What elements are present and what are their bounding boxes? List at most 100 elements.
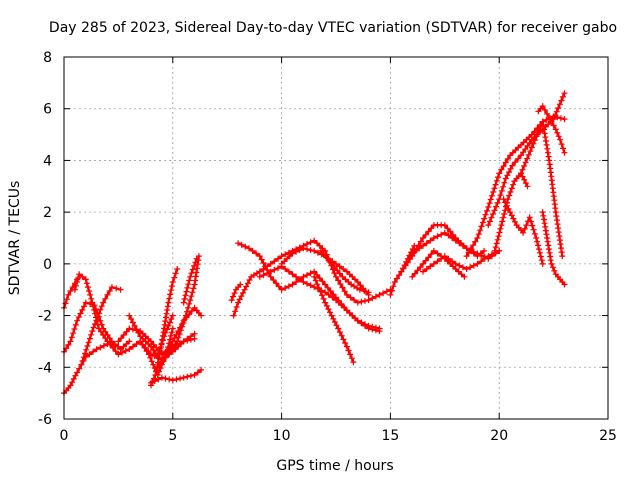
- data-point-marker: [497, 192, 504, 199]
- data-point-marker: [420, 242, 426, 249]
- data-point-marker: [438, 231, 445, 238]
- data-point-marker: [486, 218, 493, 225]
- series-track-29: [500, 196, 546, 267]
- data-point-marker: [465, 249, 472, 256]
- data-point-marker: [307, 270, 314, 277]
- data-point-marker: [333, 322, 340, 329]
- data-point-marker: [94, 321, 101, 328]
- series-track-10: [148, 366, 205, 386]
- data-point-marker: [171, 335, 178, 341]
- data-point-marker: [372, 293, 379, 300]
- data-point-marker: [88, 331, 95, 338]
- data-point-marker: [185, 281, 192, 288]
- data-point-marker: [459, 242, 466, 249]
- data-point-marker: [100, 299, 107, 306]
- data-point-marker: [427, 237, 434, 244]
- data-point-marker: [331, 264, 338, 271]
- data-point-marker: [470, 248, 477, 255]
- data-point-marker: [336, 329, 343, 336]
- data-point-marker: [556, 233, 563, 240]
- data-point-marker: [380, 290, 387, 297]
- data-point-marker: [83, 280, 90, 287]
- data-point-marker: [456, 262, 463, 269]
- data-point-marker: [358, 298, 365, 305]
- data-point-marker: [335, 277, 342, 284]
- data-point-marker: [527, 148, 534, 155]
- data-point-marker: [544, 110, 551, 117]
- data-point-marker: [354, 317, 361, 324]
- data-point-marker: [188, 293, 195, 300]
- data-point-marker: [339, 284, 346, 291]
- data-point-marker: [491, 185, 498, 192]
- data-point-marker: [430, 247, 437, 254]
- data-point-marker: [529, 222, 536, 229]
- data-point-marker: [323, 302, 330, 309]
- data-point-marker: [444, 225, 451, 232]
- x-tick-label: 20: [490, 428, 508, 444]
- data-point-marker: [189, 266, 196, 273]
- data-point-marker: [422, 257, 429, 264]
- data-point-marker: [304, 246, 310, 253]
- data-point-marker: [169, 338, 176, 345]
- data-point-marker: [143, 348, 150, 355]
- data-point-marker: [129, 319, 136, 326]
- data-point-marker: [559, 93, 566, 100]
- data-point-marker: [561, 116, 568, 123]
- data-point-marker: [475, 231, 482, 238]
- data-point-marker: [484, 207, 490, 214]
- data-point-marker: [186, 300, 193, 307]
- data-point-marker: [312, 277, 319, 284]
- data-point-marker: [538, 257, 545, 264]
- data-point-marker: [551, 267, 558, 274]
- x-tick-label: 25: [599, 428, 617, 444]
- x-tick-label: 0: [60, 428, 69, 444]
- plot-frame: [63, 56, 609, 420]
- data-point-marker: [411, 270, 418, 277]
- data-point-marker: [100, 342, 107, 349]
- data-point-marker: [504, 172, 511, 179]
- data-point-marker: [230, 293, 236, 300]
- data-point-marker: [502, 199, 509, 206]
- data-point-marker: [474, 235, 481, 241]
- data-point-marker: [110, 344, 116, 351]
- data-point-marker: [542, 134, 549, 141]
- data-point-marker: [231, 290, 238, 297]
- data-point-marker: [422, 231, 429, 238]
- data-point-marker: [365, 289, 372, 296]
- data-point-marker: [554, 129, 561, 136]
- data-point-marker: [528, 218, 534, 225]
- ticks: 0 5 10 15 20 25 -6 -4 -2 0 2 4 6 8: [38, 50, 617, 444]
- data-point-marker: [467, 264, 474, 271]
- series-track-30: [518, 118, 566, 260]
- data-point-marker: [153, 344, 160, 351]
- data-point-marker: [479, 219, 486, 226]
- data-point-marker: [91, 307, 98, 313]
- data-point-marker: [241, 286, 248, 293]
- data-point-marker: [526, 214, 533, 221]
- data-point-marker: [236, 296, 243, 303]
- data-point-marker: [486, 200, 493, 207]
- data-point-marker: [320, 295, 327, 302]
- data-point-marker: [267, 273, 274, 280]
- data-point-marker: [154, 364, 161, 371]
- data-point-marker: [550, 122, 557, 129]
- series-track-17: [256, 263, 383, 332]
- data-point-marker: [307, 282, 314, 289]
- data-point-marker: [390, 283, 397, 290]
- data-point-marker: [336, 270, 343, 277]
- data-point-marker: [83, 346, 90, 353]
- data-point-marker: [189, 289, 196, 296]
- data-point-marker: [507, 209, 514, 216]
- data-point-marker: [548, 260, 555, 267]
- data-point-marker: [495, 233, 502, 240]
- data-point-marker: [243, 283, 250, 290]
- data-point-marker: [152, 372, 159, 378]
- data-point-marker: [530, 226, 537, 233]
- y-tick-label: 8: [43, 50, 52, 66]
- data-point-marker: [478, 258, 485, 265]
- chart-title: Day 285 of 2023, Sidereal Day-to-day VTE…: [49, 20, 617, 36]
- data-point-marker: [86, 335, 93, 342]
- data-point-marker: [336, 263, 343, 270]
- data-point-marker: [502, 159, 509, 166]
- data-point-marker: [141, 344, 148, 351]
